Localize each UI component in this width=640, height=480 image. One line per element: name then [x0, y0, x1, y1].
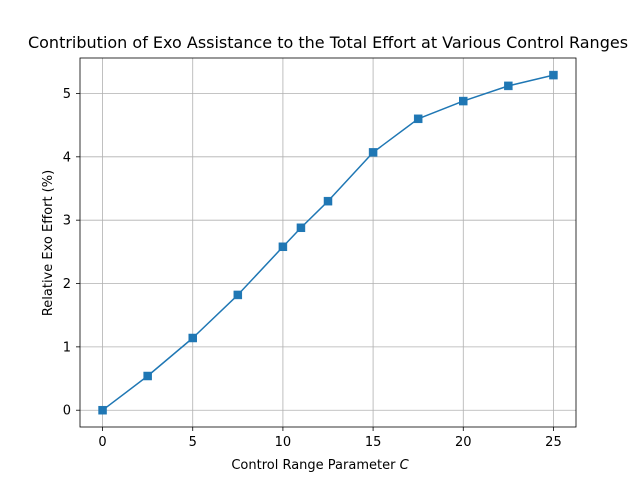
- data-point-marker: [143, 371, 152, 381]
- y-tick-label: 1: [63, 340, 71, 355]
- data-point-marker: [368, 148, 378, 157]
- x-tick-label: 25: [545, 435, 562, 450]
- chart-title: Contribution of Exo Assistance to the To…: [28, 33, 628, 52]
- plot-frame: [79, 57, 577, 428]
- data-point-marker: [296, 223, 306, 233]
- data-point-marker: [413, 114, 423, 124]
- y-tick-label: 4: [63, 150, 71, 165]
- data-point-marker: [459, 96, 468, 106]
- x-tick-label: 0: [98, 435, 106, 450]
- x-axis-label-symbol: C: [400, 458, 410, 473]
- y-tick-label: 3: [63, 214, 71, 229]
- data-series: [98, 70, 558, 415]
- data-point-marker: [98, 405, 107, 415]
- x-tick-label: 5: [189, 435, 197, 450]
- y-tick-label: 5: [63, 87, 71, 102]
- data-point-marker: [504, 81, 513, 91]
- y-tick-label: 0: [63, 404, 71, 419]
- data-point-marker: [549, 70, 558, 80]
- x-tick-label: 15: [365, 435, 382, 450]
- y-axis-label: Relative Exo Effort (%): [41, 170, 56, 316]
- x-tick-label: 10: [275, 435, 292, 450]
- x-axis-label: Control Range Parameter C: [231, 458, 409, 473]
- data-point-marker: [233, 290, 243, 300]
- data-point-marker: [323, 196, 333, 206]
- y-tick-label: 2: [63, 277, 71, 292]
- x-tick-label: 20: [455, 435, 472, 450]
- data-point-marker: [188, 333, 197, 343]
- grid: [80, 58, 576, 427]
- axis-ticks: 0 5 10 15 20 25 0 1 2 3 4 5: [63, 87, 562, 450]
- data-point-marker: [278, 242, 288, 252]
- x-axis-label-text: Control Range Parameter: [231, 458, 396, 473]
- series-line: [102, 74, 554, 411]
